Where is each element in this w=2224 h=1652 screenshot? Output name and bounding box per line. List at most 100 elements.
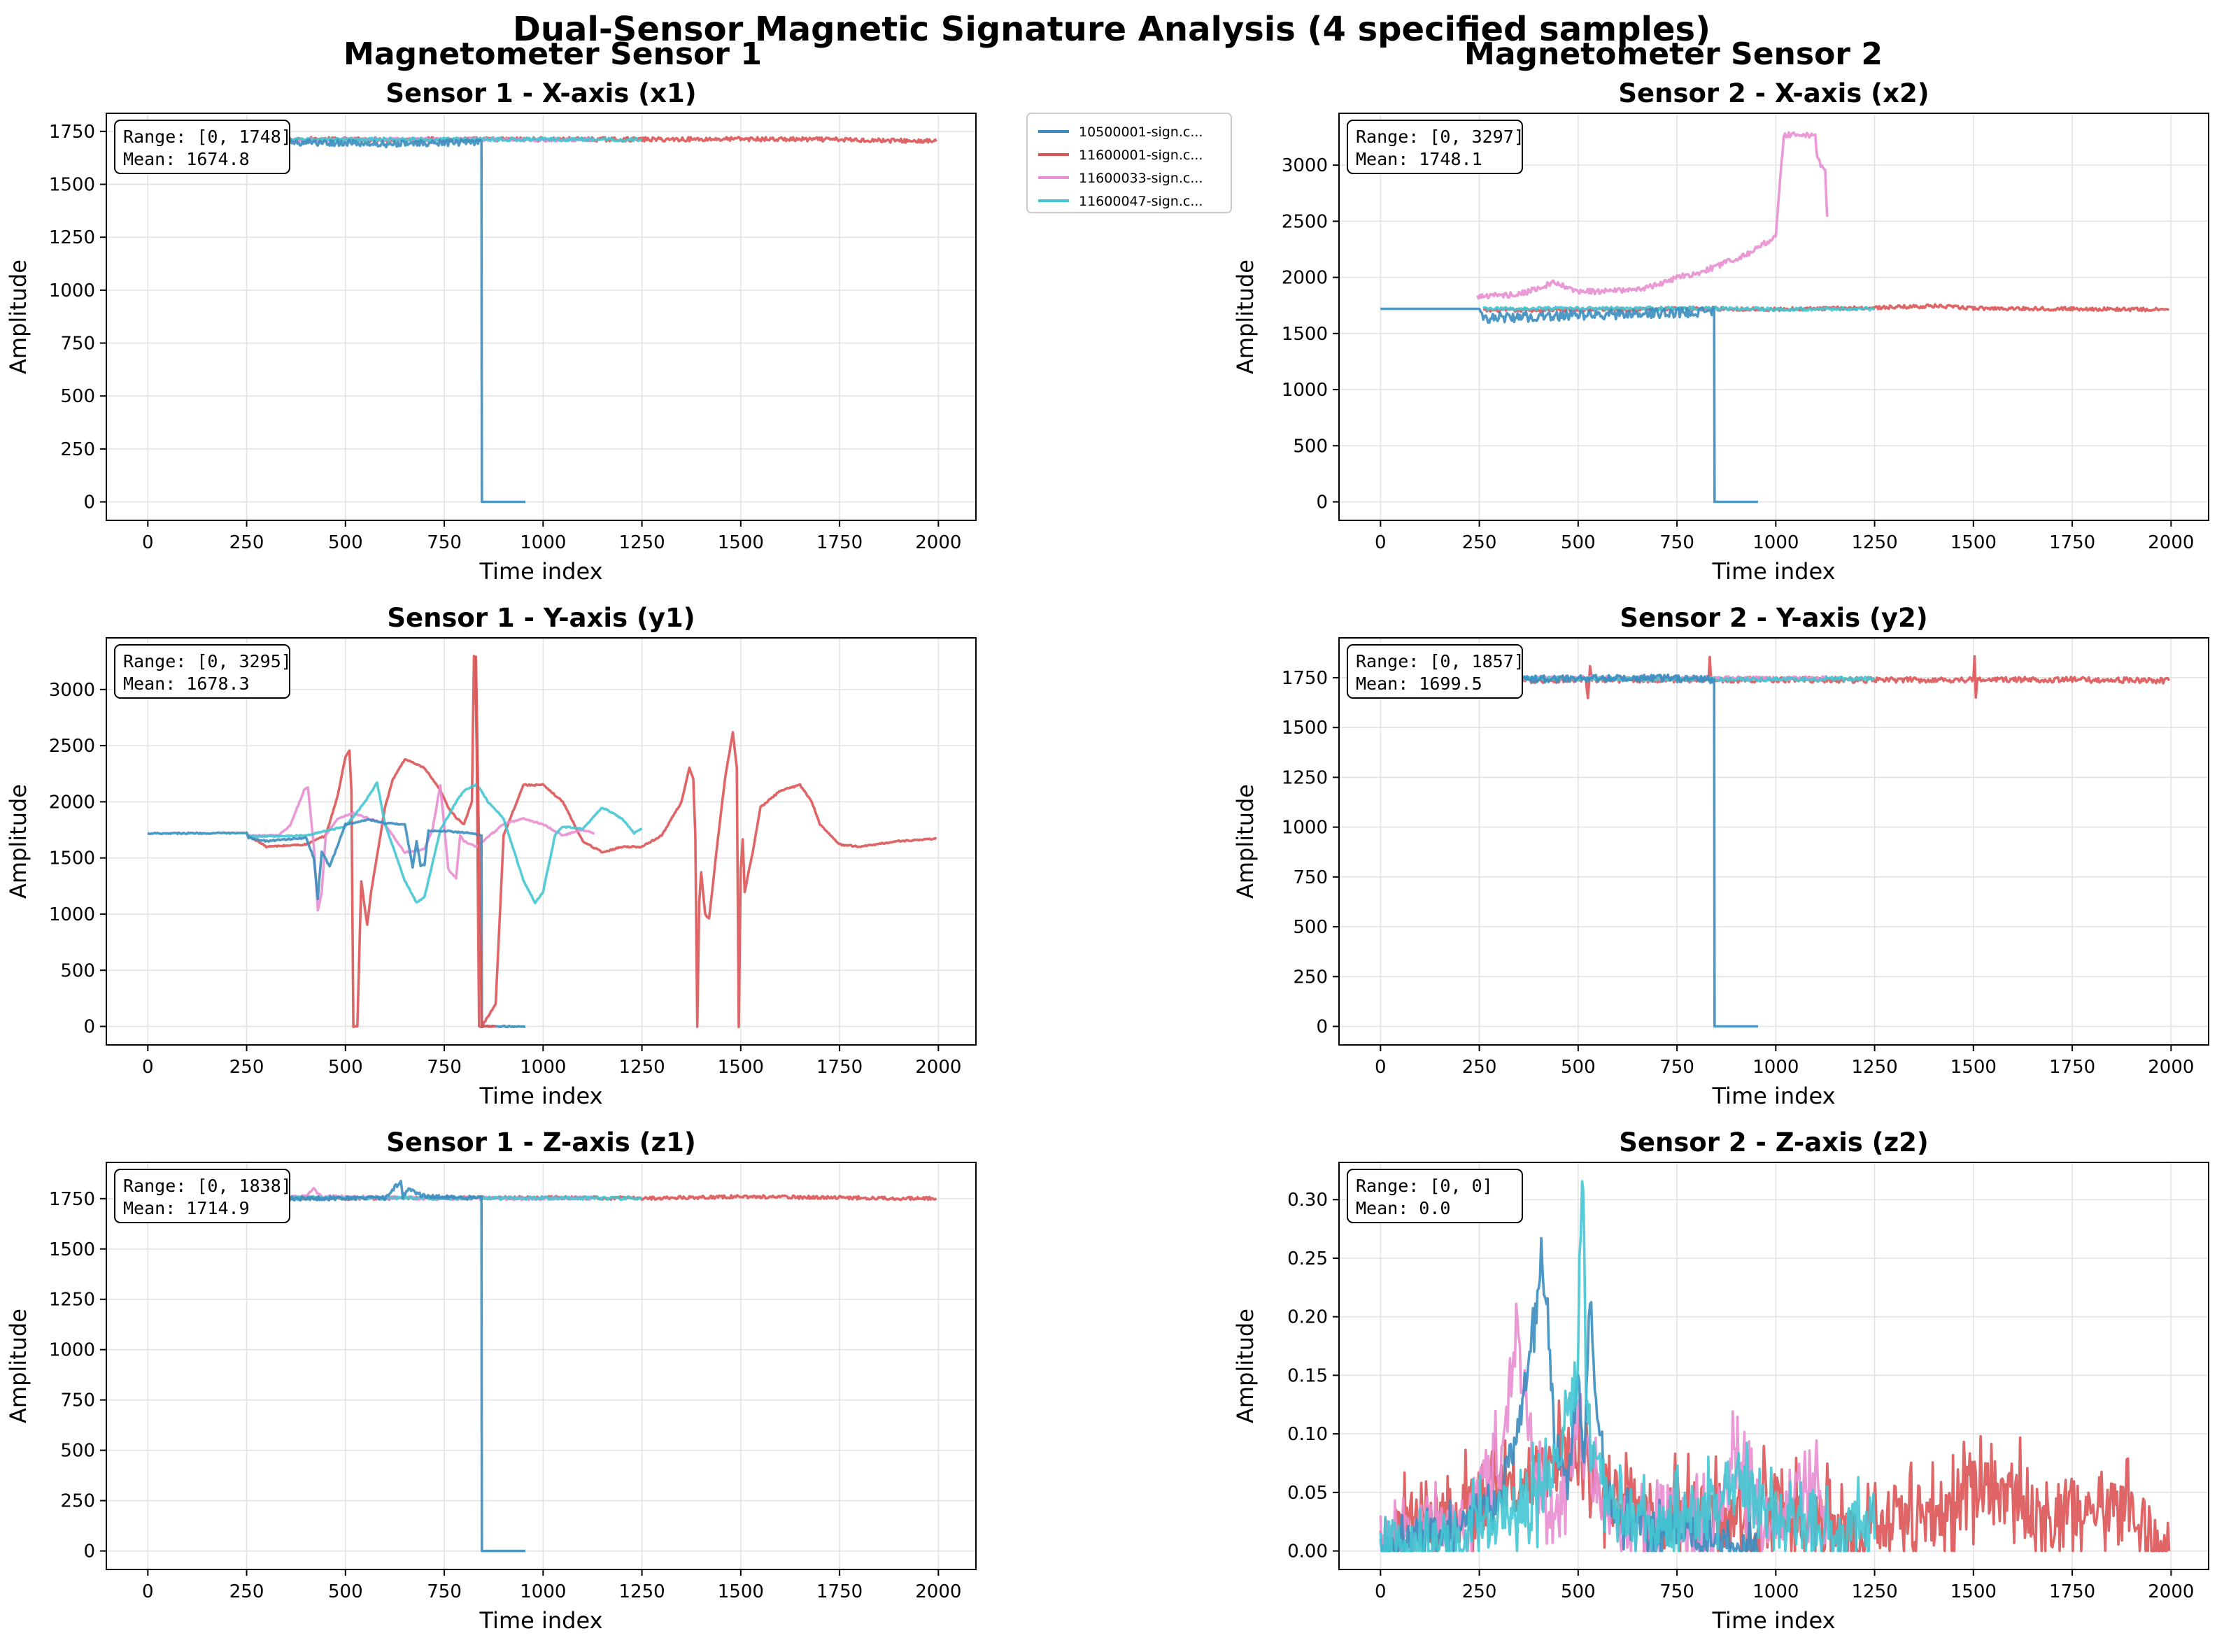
- x-tick-label: 2000: [2148, 1581, 2194, 1602]
- plot-area: [1339, 638, 2209, 1045]
- x-tick-label: 1000: [520, 1581, 566, 1602]
- y-tick-label: 0.00: [1287, 1541, 1328, 1562]
- x-tick-label: 1750: [2049, 1581, 2095, 1602]
- stats-box: Range: [0, 3295] Mean: 1678.3: [114, 644, 292, 699]
- x-tick-label: 0: [142, 532, 154, 553]
- x-tick-label: 0: [142, 1581, 154, 1602]
- y-tick-label: 1250: [1282, 767, 1328, 788]
- y-tick-label: 0.25: [1287, 1248, 1328, 1269]
- x-tick-label: 1750: [2049, 1057, 2095, 1078]
- x-tick-label: 2000: [915, 532, 961, 553]
- y-tick-label: 500: [60, 1441, 95, 1462]
- y-tick-label: 3000: [1282, 155, 1328, 176]
- subplot-title: Sensor 2 - Y-axis (y2): [1620, 603, 1927, 633]
- series-group: [249, 135, 937, 504]
- stats-box-frame: [1347, 120, 1523, 174]
- y-tick-label: 0.30: [1287, 1190, 1328, 1211]
- x-axis-label: Time index: [1711, 558, 1835, 585]
- y-tick-label: 1000: [49, 904, 95, 925]
- series-line-10500001: [1380, 306, 1758, 504]
- y-tick-label: 2000: [49, 792, 95, 813]
- legend-label-11600033: 11600033-sign.c...: [1079, 171, 1203, 186]
- figure-title: Dual-Sensor Magnetic Signature Analysis …: [513, 10, 1711, 49]
- x-tick-label: 1750: [2049, 532, 2095, 553]
- x-tick-label: 250: [1462, 1057, 1497, 1078]
- y-tick-label: 2500: [1282, 211, 1328, 232]
- y-tick-label: 0: [83, 1541, 95, 1562]
- stats-box: Range: [0, 0]Mean: 0.0: [1347, 1169, 1523, 1223]
- x-tick-label: 1500: [1950, 1581, 1997, 1602]
- y-tick-label: 250: [60, 1491, 95, 1512]
- x-tick-label: 0: [1375, 1581, 1387, 1602]
- column-title-sensor-1: Magnetometer Sensor 1: [343, 36, 762, 72]
- y-tick-label: 3000: [49, 680, 95, 701]
- x-axis-label: Time index: [479, 1607, 602, 1634]
- stats-mean: Mean: 1699.5: [1356, 674, 1482, 694]
- stats-mean: Mean: 0.0: [1356, 1198, 1450, 1218]
- subplot-z2: 0 250 500 750 1000 1250 1500 1750 2000 0.00 0.05 0.…: [1232, 1127, 2209, 1634]
- stats-range: Range: [0, 1748]: [123, 127, 292, 147]
- x-tick-label: 1250: [618, 1581, 665, 1602]
- stats-mean: Mean: 1748.1: [1356, 149, 1482, 169]
- series-line-10500001: [250, 138, 525, 504]
- x-tick-label: 1500: [718, 1057, 764, 1078]
- x-tick-label: 1000: [520, 1057, 566, 1078]
- series-line-11600047: [1379, 1180, 1876, 1553]
- axes-frame: [1338, 113, 2209, 521]
- x-tick-label: 750: [427, 1581, 462, 1602]
- stats-range: Range: [0, 3297]: [1356, 127, 1524, 147]
- stats-box-frame: [1347, 644, 1523, 699]
- x-axis-label: Time index: [479, 558, 602, 585]
- stats-box-frame: [1347, 1169, 1523, 1223]
- y-tick-label: 2000: [1282, 268, 1328, 289]
- series-line-11600033: [248, 784, 595, 912]
- x-tick-label: 1000: [520, 532, 566, 553]
- x-tick-label: 1250: [618, 1057, 665, 1078]
- column-title-sensor-2: Magnetometer Sensor 2: [1464, 36, 1883, 72]
- x-tick-label: 1500: [718, 532, 764, 553]
- x-tick-label: 750: [1659, 1581, 1694, 1602]
- axes-frame: [106, 1162, 977, 1570]
- y-tick-label: 1750: [1282, 668, 1328, 689]
- y-tick-label: 1000: [49, 1340, 95, 1361]
- x-tick-label: 500: [1561, 1057, 1596, 1078]
- y-tick-label: 1500: [49, 848, 95, 869]
- y-tick-label: 0: [83, 1017, 95, 1038]
- y-tick-label: 250: [60, 439, 95, 460]
- y-tick-label: 500: [60, 960, 95, 981]
- y-tick-label: 500: [1293, 436, 1328, 457]
- x-tick-label: 0: [142, 1057, 154, 1078]
- subplot-z1: 0 250 500 750 1000 1250 1500 1750 2000 0 250 500 750…: [5, 1127, 977, 1634]
- x-tick-label: 0: [1375, 532, 1387, 553]
- x-tick-label: 250: [229, 1581, 264, 1602]
- y-axis-label: Amplitude: [1232, 1309, 1259, 1423]
- plot-area: [106, 638, 976, 1045]
- x-tick-label: 750: [1659, 532, 1694, 553]
- stats-range: Range: [0, 3295]: [123, 651, 292, 671]
- y-tick-label: 1500: [49, 175, 95, 196]
- stats-range: Range: [0, 0]: [1356, 1176, 1493, 1196]
- x-tick-label: 1250: [1851, 1057, 1897, 1078]
- series-group: [1379, 1180, 2171, 1553]
- stats-range: Range: [0, 1857]: [1356, 651, 1524, 671]
- legend-label-11600001: 11600001-sign.c...: [1079, 148, 1203, 163]
- x-tick-label: 1750: [816, 532, 863, 553]
- y-tick-label: 1500: [1282, 324, 1328, 345]
- y-tick-label: 0.15: [1287, 1365, 1328, 1386]
- axes-frame: [1338, 637, 2209, 1046]
- subplot-y1: 0 250 500 750 1000 1250 1500 1750 2000 0 500 1000 15…: [5, 603, 977, 1109]
- x-tick-label: 1250: [1851, 532, 1897, 553]
- y-tick-label: 1000: [49, 280, 95, 301]
- y-tick-label: 1750: [49, 122, 95, 143]
- x-tick-label: 750: [427, 1057, 462, 1078]
- stats-box: Range: [0, 1838]Mean: 1714.9: [114, 1169, 292, 1223]
- subplot-title: Sensor 2 - Z-axis (z2): [1619, 1127, 1929, 1158]
- y-tick-label: 0: [1316, 1017, 1328, 1038]
- x-tick-label: 750: [1659, 1057, 1694, 1078]
- axes-frame: [106, 637, 977, 1046]
- y-tick-label: 500: [1293, 917, 1328, 938]
- stats-range: Range: [0, 1838]: [123, 1176, 292, 1196]
- subplot-title: Sensor 1 - Z-axis (z1): [386, 1127, 696, 1158]
- stats-box-frame: [114, 1169, 290, 1223]
- legend: 10500001-sign.c... 11600001-sign.c... 11…: [1026, 113, 1232, 213]
